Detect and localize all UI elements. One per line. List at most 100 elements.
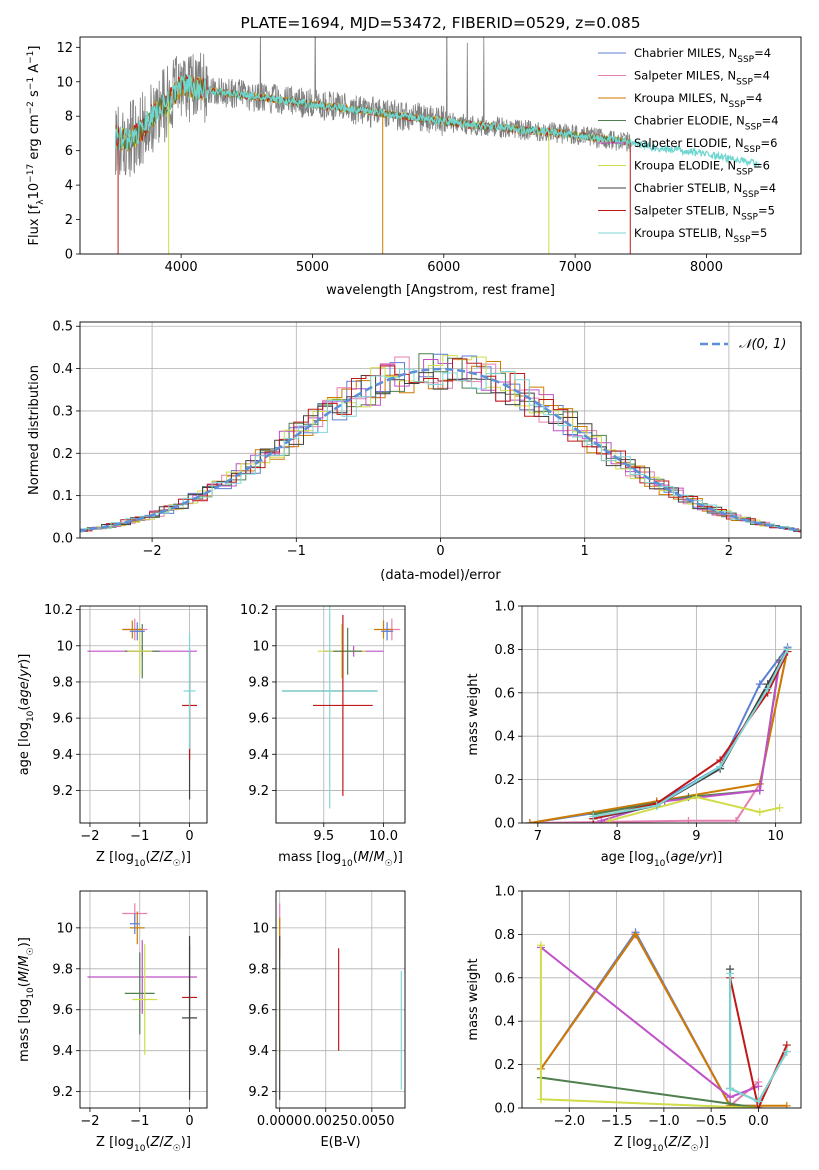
weight-marker-kroupa_elodie — [536, 941, 545, 950]
y-axis-label: age [log10(age/yr)] — [17, 654, 36, 776]
y-tick-label: 0.2 — [494, 773, 515, 788]
y-tick-label: 9.8 — [52, 675, 73, 690]
y-tick-label: 0.0 — [52, 532, 73, 547]
axes-mass_vs_ebv: 0.0000 0.0025 0.0050 9.2 9.4 9.6 9.8 10 — [248, 890, 406, 1129]
x-tick-label: 7000 — [559, 260, 592, 275]
x-tick-label: 0.0000 — [257, 1114, 303, 1129]
histogram-salpeter_stelib — [80, 358, 801, 532]
y-tick-label: 10 — [252, 921, 269, 936]
y-tick-label: 0.2 — [494, 1058, 515, 1073]
weight-marker-salpeter_miles — [732, 816, 741, 823]
legend-label-kroupa_miles: Kroupa MILES, NSSP=4 — [634, 91, 762, 110]
weight-line-kroupa_stelib — [729, 973, 788, 1103]
x-tick-label: −2 — [80, 829, 99, 844]
x-tick-label: 0 — [185, 829, 193, 844]
y-tick-label: 9.2 — [248, 784, 269, 799]
x-tick-label: −1.5 — [601, 1114, 633, 1129]
y-tick-label: 1.0 — [494, 600, 515, 615]
legend-label-kroupa_elodie: Kroupa ELODIE, NSSP=6 — [634, 159, 770, 178]
y-tick-label: 9.2 — [52, 784, 73, 799]
y-axis-label: mass weight — [466, 958, 481, 1040]
y-tick-label: 10.2 — [44, 603, 73, 618]
y-axis-label: mass [log10(M/M☉)] — [17, 937, 36, 1062]
weight-line-salpeter_stelib — [729, 977, 788, 1108]
y-tick-label: 12 — [56, 41, 73, 56]
axes-frame — [79, 605, 208, 824]
chart-title: PLATE=1694, MJD=53472, FIBERID=0529, z=0… — [240, 14, 640, 32]
normal-curve — [80, 367, 801, 532]
x-axis-label: Z [log10(Z/Z☉)] — [96, 1135, 191, 1154]
x-axis-label: Z [log10(Z/Z☉)] — [96, 850, 191, 869]
x-tick-label: −2 — [143, 544, 162, 559]
x-tick-label: 7 — [534, 829, 542, 844]
x-tick-label: 4000 — [165, 260, 198, 275]
y-tick-label: 9.8 — [248, 675, 269, 690]
plot-area-age_vs_Z — [80, 606, 207, 823]
x-tick-label: 6000 — [427, 260, 460, 275]
weight-marker-kroupa_miles — [782, 1101, 791, 1108]
y-tick-label: 0.5 — [52, 320, 73, 335]
x-tick-label: −1 — [130, 1114, 149, 1129]
y-tick-label: 0.0 — [494, 817, 515, 832]
y-tick-label: 6 — [65, 144, 73, 159]
weight-line-chabrier_miles — [529, 646, 789, 823]
weight-line-salpeter_stelib — [593, 651, 789, 820]
axes-frame — [521, 890, 802, 1109]
x-tick-label: 2 — [725, 544, 733, 559]
weight-marker-chabrier_miles — [755, 680, 764, 689]
weight-marker-kroupa_stelib — [726, 969, 735, 978]
weight-marker-kroupa_stelib — [782, 1047, 791, 1056]
x-tick-label: −2.0 — [553, 1114, 585, 1129]
x-axis-label: wavelength [Angstrom, rest frame] — [326, 283, 555, 298]
axes-frame — [79, 321, 802, 539]
weight-marker-kroupa_miles — [631, 930, 640, 939]
x-tick-label: 0 — [185, 1114, 193, 1129]
x-tick-label: 8000 — [690, 260, 723, 275]
weight-marker-kroupa_stelib — [763, 684, 772, 693]
axes-weight_vs_Z: −2.0 −1.5 −1.0 −0.5 0.0 0.0 0.2 0.4 0.6 0.8 1.0 Z [… — [466, 885, 802, 1154]
x-tick-label: −1 — [130, 829, 149, 844]
weight-marker-kroupa_stelib — [754, 1097, 763, 1106]
y-tick-label: 2 — [65, 213, 73, 228]
x-tick-label: 8 — [613, 829, 621, 844]
weight-marker-kroupa_elodie — [775, 803, 784, 812]
y-tick-label: 9.6 — [248, 712, 269, 727]
legend-label-chabrier_elodie: Chabrier ELODIE, NSSP=4 — [634, 114, 779, 133]
legend-label-chabrier_miles: Chabrier MILES, NSSP=4 — [634, 46, 771, 65]
x-tick-label: −2 — [80, 1114, 99, 1129]
plot-area-spectrum — [114, 37, 760, 254]
y-tick-label: 0.6 — [494, 686, 515, 701]
x-tick-label: −1 — [287, 544, 306, 559]
legend-label-salpeter_stelib: Salpeter STELIB, NSSP=5 — [634, 204, 775, 223]
axes-frame — [275, 890, 406, 1109]
x-tick-label: 9 — [692, 829, 700, 844]
y-tick-label: 0.3 — [52, 404, 73, 419]
y-tick-label: 10.2 — [240, 603, 269, 618]
weight-marker-kroupa_elodie — [536, 1095, 545, 1104]
y-tick-label: 9.2 — [52, 1085, 73, 1100]
weight-line-kroupa_elodie — [608, 795, 780, 822]
y-tick-label: 9.8 — [248, 962, 269, 977]
plot-area-residuals — [80, 322, 801, 538]
x-tick-label: −1.0 — [648, 1114, 680, 1129]
y-tick-label: 1.0 — [494, 885, 515, 900]
legend-label-normal: 𝒩(0, 1) — [739, 337, 786, 352]
x-tick-label: 10 — [767, 829, 784, 844]
y-tick-label: 10 — [56, 639, 73, 654]
plot-area-mass_vs_ebv — [276, 891, 405, 1108]
y-tick-label: 9.8 — [52, 962, 73, 977]
y-tick-label: 4 — [65, 179, 73, 194]
x-axis-label-ebv: E(B-V) — [320, 1135, 360, 1150]
y-tick-label: 0.4 — [494, 730, 515, 745]
y-tick-label: 0.0 — [494, 1102, 515, 1117]
y-tick-label: 10 — [56, 921, 73, 936]
axes-frame — [79, 36, 802, 255]
x-tick-label: −0.5 — [695, 1114, 727, 1129]
x-tick-label: 0.0025 — [303, 1114, 349, 1129]
y-tick-label: 9.6 — [52, 712, 73, 727]
weight-marker-kroupa_stelib — [589, 812, 598, 821]
x-axis-label: Z [log10(Z/Z☉)] — [614, 1135, 709, 1154]
x-tick-label: 9.5 — [313, 829, 334, 844]
axes-mass_vs_Z: −2 −1 0 9.2 9.4 9.6 9.8 10 Z [log10(Z/Z☉)] mass [… — [17, 890, 208, 1154]
